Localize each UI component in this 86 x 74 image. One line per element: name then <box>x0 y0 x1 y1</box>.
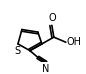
Text: O: O <box>48 13 56 23</box>
Text: N: N <box>42 64 50 74</box>
Text: S: S <box>14 46 20 56</box>
Text: OH: OH <box>67 37 82 47</box>
